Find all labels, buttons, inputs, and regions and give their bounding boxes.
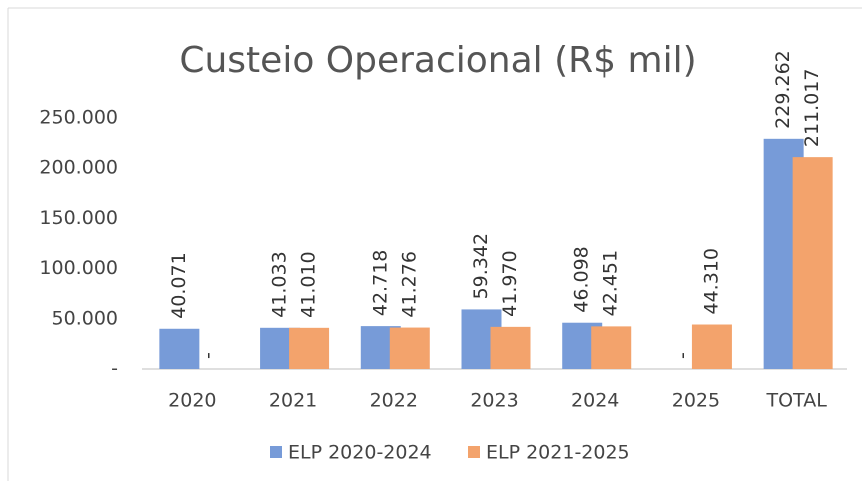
data-label: 41.010 bbox=[298, 251, 320, 317]
data-label: 41.970 bbox=[499, 250, 521, 316]
bar bbox=[591, 326, 632, 369]
data-label: 40.071 bbox=[168, 252, 190, 318]
data-label: 211.017 bbox=[801, 69, 823, 148]
data-label: 42.718 bbox=[369, 250, 391, 316]
x-tick-label: 2024 bbox=[571, 390, 619, 412]
x-tick-label: 2020 bbox=[168, 390, 216, 412]
bar bbox=[490, 326, 531, 369]
data-label: 46.098 bbox=[571, 246, 593, 312]
y-tick-label: 200.000 bbox=[39, 157, 118, 179]
legend-swatch bbox=[270, 446, 282, 458]
data-label: 59.342 bbox=[470, 233, 492, 299]
bar bbox=[691, 324, 732, 369]
data-label: - bbox=[671, 352, 693, 359]
data-label: 41.276 bbox=[398, 251, 420, 317]
legend-swatch bbox=[468, 446, 480, 458]
x-tick-label: TOTAL bbox=[766, 390, 828, 412]
data-label: 41.033 bbox=[269, 251, 291, 317]
chart-title: Custeio Operacional (R$ mil) bbox=[179, 40, 696, 81]
bar bbox=[389, 327, 430, 369]
bar bbox=[159, 328, 200, 369]
y-tick-label: 100.000 bbox=[39, 257, 118, 279]
bar bbox=[792, 157, 833, 369]
y-tick-label: 50.000 bbox=[52, 307, 118, 329]
data-label: - bbox=[197, 352, 219, 359]
bar bbox=[289, 327, 330, 369]
x-tick-label: 2023 bbox=[470, 390, 518, 412]
data-label: 229.262 bbox=[772, 50, 794, 129]
x-tick-label: 2021 bbox=[269, 390, 317, 412]
legend-label: ELP 2021-2025 bbox=[486, 442, 630, 464]
y-tick-label: 250.000 bbox=[39, 107, 118, 129]
y-tick-label: - bbox=[111, 358, 118, 380]
data-label: 42.451 bbox=[600, 250, 622, 316]
data-label: 44.310 bbox=[700, 248, 722, 314]
x-tick-label: 2022 bbox=[370, 390, 418, 412]
y-tick-label: 150.000 bbox=[39, 207, 118, 229]
legend-label: ELP 2020-2024 bbox=[288, 442, 432, 464]
x-tick-label: 2025 bbox=[672, 390, 720, 412]
